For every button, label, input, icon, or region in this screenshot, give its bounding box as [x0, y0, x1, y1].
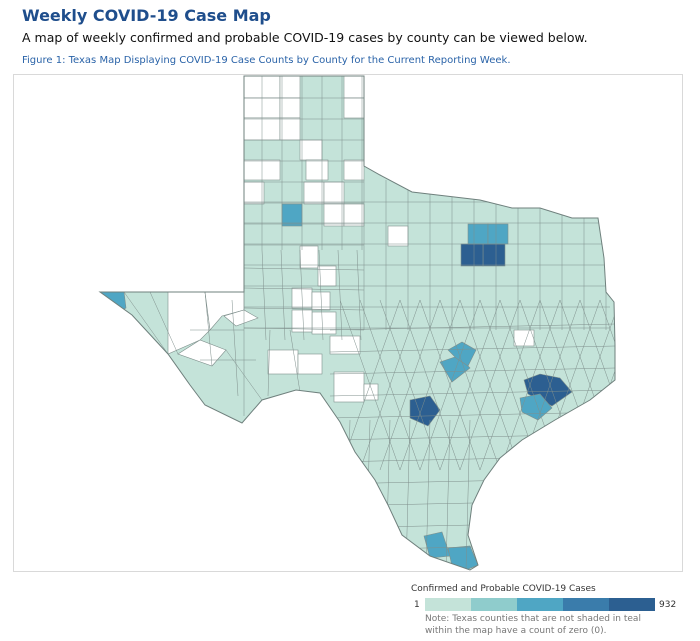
- legend-min-label: 1: [414, 600, 420, 610]
- figure-caption: Figure 1: Texas Map Displaying COVID-19 …: [22, 55, 511, 66]
- county-border-line: [325, 419, 331, 570]
- county-denton: [467, 223, 489, 245]
- county-border-line: [267, 329, 271, 397]
- zero-county: [363, 383, 379, 401]
- zero-county: [299, 245, 319, 269]
- county-border-line: [318, 249, 324, 341]
- county-layer: [100, 76, 615, 570]
- county-border-line: [356, 249, 362, 341]
- county-border-line: [329, 323, 615, 331]
- county-bexar: [409, 395, 441, 427]
- zero-county: [343, 76, 365, 99]
- zero-county: [305, 159, 329, 181]
- legend-scale-step: [517, 598, 563, 611]
- zero-county: [343, 203, 365, 227]
- county-border-line: [243, 307, 365, 311]
- zero-county: [343, 97, 365, 119]
- county-border-line: [465, 419, 471, 570]
- zero-county: [279, 76, 301, 99]
- legend-scale-step: [609, 598, 655, 611]
- county-border-line: [289, 329, 301, 393]
- county-dallas: [482, 243, 506, 267]
- county-border-line: [445, 419, 451, 570]
- legend-scale-step: [563, 598, 609, 611]
- zero-county: [279, 97, 301, 119]
- county-border-line: [425, 419, 431, 570]
- legend-note-line-2: within the map have a count of zero (0).: [425, 626, 607, 636]
- county-border-line: [337, 249, 343, 341]
- county-border-line: [204, 291, 213, 367]
- county-border-line: [329, 521, 615, 529]
- zero-county: [311, 311, 337, 335]
- county-williamson: [447, 341, 477, 367]
- county-border-line: [329, 367, 615, 375]
- zero-county: [329, 335, 361, 355]
- county-border-line: [261, 249, 267, 341]
- zero-county: [243, 181, 265, 205]
- page-subtitle: A map of weekly confirmed and probable C…: [22, 30, 588, 45]
- county-cameron: [447, 545, 479, 570]
- zero-county: [387, 225, 409, 247]
- legend-max-label: 932: [659, 600, 677, 610]
- texas-state-outline: [98, 75, 616, 571]
- county-border-line: [243, 287, 365, 291]
- legend-scale-step: [471, 598, 517, 611]
- county-tarrant: [460, 243, 484, 267]
- legend-scale-step: [425, 598, 471, 611]
- county-border-line: [149, 291, 179, 355]
- zero-county: [333, 371, 365, 403]
- county-border-line: [329, 345, 615, 353]
- zero-county: [279, 117, 301, 141]
- zero-county: [303, 181, 325, 205]
- zero-county: [223, 309, 259, 327]
- zero-county: [513, 329, 535, 347]
- legend-note: Note: Texas counties that are not shaded…: [425, 613, 665, 637]
- county-border-line: [345, 419, 351, 570]
- zero-county: [291, 309, 313, 333]
- county-border-line: [243, 267, 365, 271]
- zero-county: [267, 349, 299, 375]
- zero-county: [323, 181, 345, 205]
- zero-county: [343, 159, 365, 181]
- county-collin: [487, 223, 509, 245]
- legend-note-line-1: Note: Texas counties that are not shaded…: [425, 614, 641, 624]
- county-border-line: [231, 299, 239, 397]
- county-border-line: [280, 249, 286, 341]
- page-title: Weekly COVID-19 Case Map: [22, 6, 271, 25]
- zero-county: [299, 139, 323, 161]
- zero-county: [297, 353, 323, 375]
- legend-color-scale: [425, 598, 655, 611]
- county-lubbock: [281, 203, 303, 227]
- county-border-line: [299, 249, 305, 341]
- county-border-line: [599, 299, 615, 471]
- county-border-line: [329, 389, 615, 397]
- zero-county: [323, 203, 345, 227]
- legend-title: Confirmed and Probable COVID-19 Cases: [411, 584, 596, 594]
- county-border-line: [123, 291, 169, 355]
